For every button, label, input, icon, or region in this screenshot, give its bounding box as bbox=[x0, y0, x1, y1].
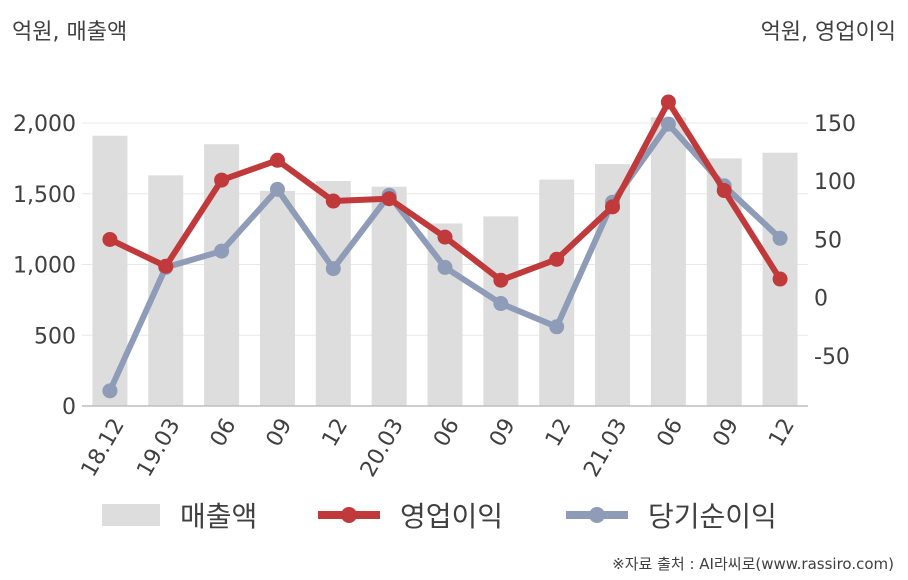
legend-label-revenue: 매출액 bbox=[180, 500, 258, 533]
y-left-tick-label: 1,500 bbox=[13, 183, 76, 208]
x-tick-label: 09 bbox=[262, 414, 298, 451]
bar-revenue bbox=[539, 179, 575, 406]
x-tick-label: 20.03 bbox=[356, 414, 409, 481]
x-tick-label: 09 bbox=[485, 414, 521, 451]
x-tick-label: 21.03 bbox=[579, 414, 632, 481]
point-net-income bbox=[437, 259, 453, 275]
point-operating-profit bbox=[549, 251, 565, 267]
y-right-tick-label: 150 bbox=[814, 112, 856, 137]
x-tick-label: 06 bbox=[653, 414, 689, 451]
point-operating-profit bbox=[381, 191, 397, 207]
point-operating-profit bbox=[493, 272, 509, 288]
point-operating-profit bbox=[437, 229, 453, 245]
right-axis-unit: 억원, 영업이익 bbox=[760, 20, 896, 45]
legend-swatch-operating-profit bbox=[318, 504, 380, 526]
x-tick-label: 19.03 bbox=[132, 414, 185, 481]
legend-label-net-income: 당기순이익 bbox=[648, 500, 777, 533]
point-net-income bbox=[549, 319, 565, 335]
legend-item-operating-profit: 영업이익 bbox=[318, 490, 503, 540]
bar-revenue bbox=[371, 186, 407, 406]
point-operating-profit bbox=[660, 94, 676, 110]
point-operating-profit bbox=[269, 152, 285, 168]
y-right-tick-label: -50 bbox=[814, 345, 850, 370]
point-net-income bbox=[660, 116, 676, 132]
legend: 매출액 영업이익 당기순이익 bbox=[0, 490, 908, 540]
x-tick-label: 18.12 bbox=[77, 414, 130, 481]
y-left-tick-label: 500 bbox=[34, 324, 76, 349]
source-note: ※자료 출처 : AI라씨로(www.rassiro.com) bbox=[612, 555, 894, 573]
bar-revenue bbox=[204, 144, 240, 406]
y-right-tick-label: 0 bbox=[814, 287, 828, 312]
point-net-income bbox=[269, 181, 285, 197]
combo-chart: 0 500 1,000 1,500 2,000 -50 0 50 100 150 18.12 19.0… bbox=[13, 94, 856, 481]
point-operating-profit bbox=[325, 193, 341, 209]
y-right-tick-label: 100 bbox=[814, 170, 856, 195]
x-tick-label: 06 bbox=[429, 414, 465, 451]
y-right-tick-label: 50 bbox=[814, 228, 842, 253]
legend-label-operating-profit: 영업이익 bbox=[400, 500, 504, 533]
bar-revenue bbox=[259, 190, 295, 406]
y-left-tick-label: 1,000 bbox=[13, 254, 76, 279]
y-left-tick-label: 0 bbox=[62, 395, 76, 420]
legend-swatch-net-income bbox=[566, 504, 628, 526]
point-net-income bbox=[493, 296, 509, 312]
x-tick-label: 06 bbox=[206, 414, 242, 451]
point-operating-profit bbox=[158, 258, 174, 274]
point-net-income bbox=[102, 383, 118, 399]
point-net-income bbox=[772, 230, 788, 246]
y-left-tick-label: 2,000 bbox=[13, 112, 76, 137]
point-operating-profit bbox=[102, 231, 118, 247]
legend-item-revenue: 매출액 bbox=[102, 490, 257, 540]
point-operating-profit bbox=[605, 199, 621, 215]
x-tick-label: 09 bbox=[708, 414, 744, 451]
point-net-income bbox=[214, 243, 230, 259]
left-axis-unit: 억원, 매출액 bbox=[12, 20, 128, 45]
point-operating-profit bbox=[214, 172, 230, 188]
x-tick-label: 12 bbox=[541, 414, 577, 451]
point-operating-profit bbox=[772, 271, 788, 287]
legend-item-net-income: 당기순이익 bbox=[566, 490, 777, 540]
x-tick-label: 12 bbox=[318, 414, 354, 451]
point-net-income bbox=[325, 261, 341, 277]
bar-revenue bbox=[650, 117, 686, 406]
point-operating-profit bbox=[716, 183, 732, 199]
legend-swatch-revenue bbox=[102, 504, 160, 526]
bar-revenue bbox=[315, 181, 351, 406]
x-tick-label: 12 bbox=[764, 414, 800, 451]
